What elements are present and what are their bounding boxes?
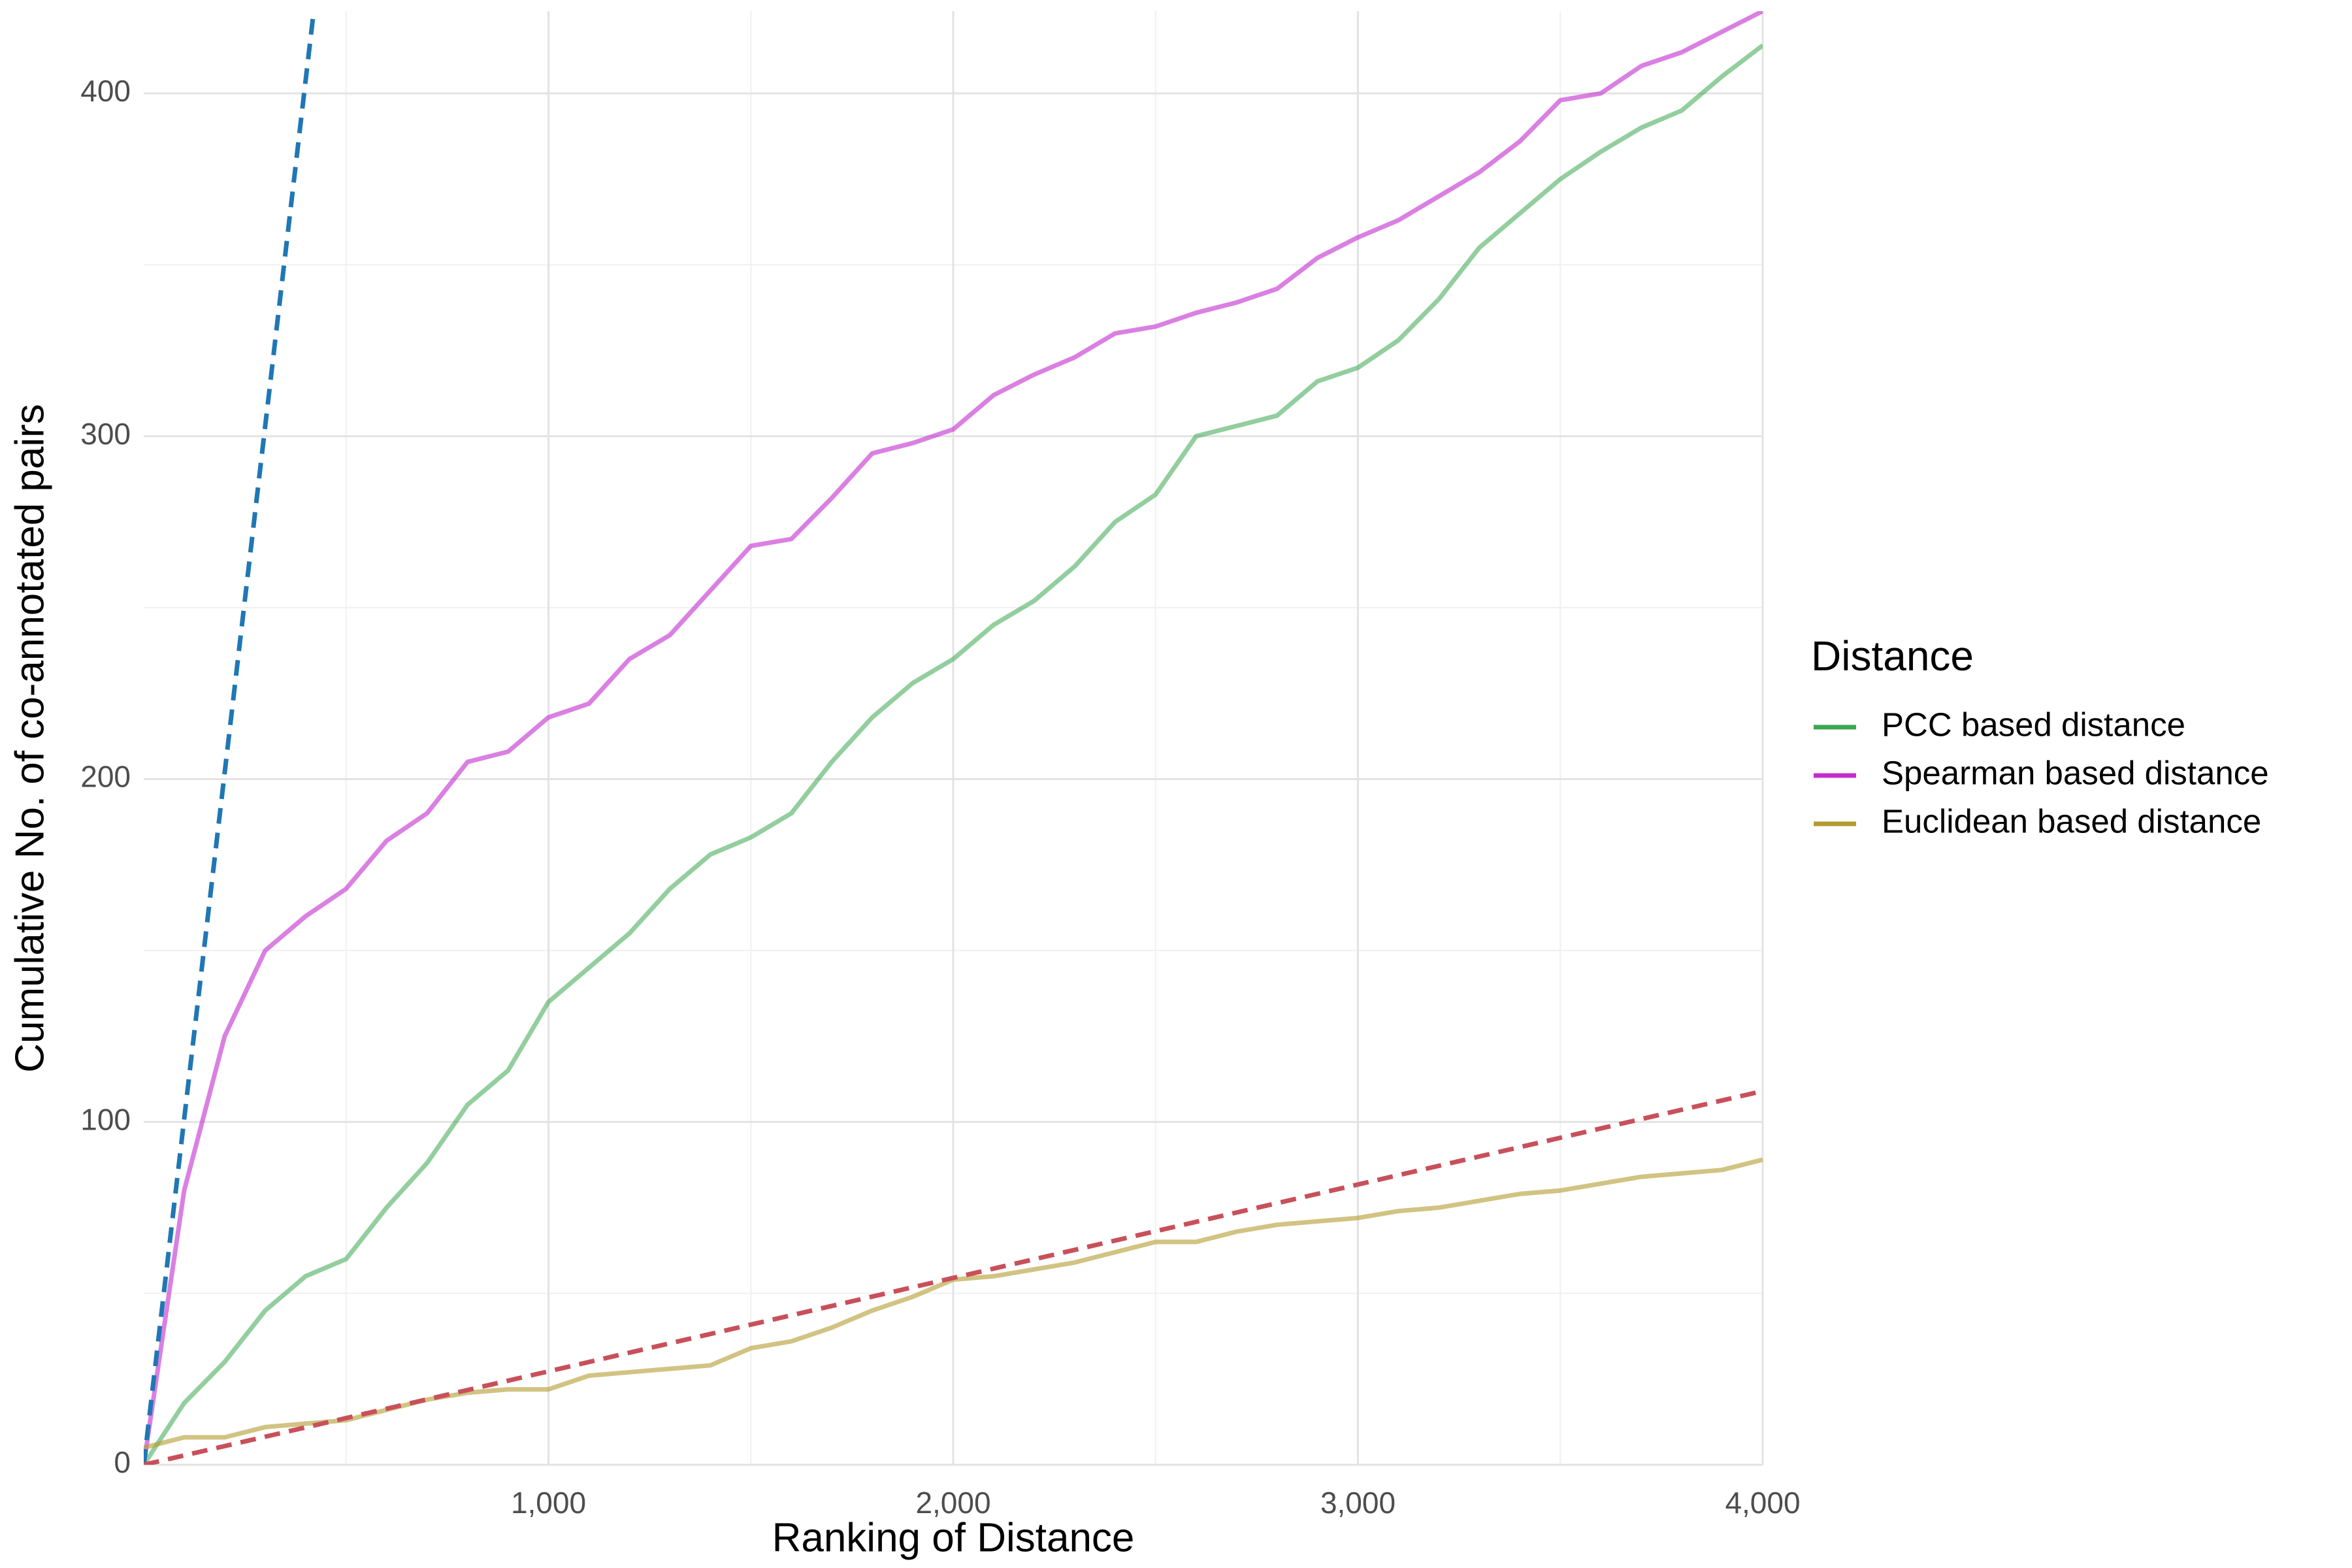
series-line: [144, 43, 1763, 1465]
legend-item: PCC based distance: [1814, 706, 2185, 743]
x-tick-label: 1,000: [511, 1486, 586, 1520]
x-tick-label: 3,000: [1320, 1486, 1396, 1520]
y-tick-label: 200: [80, 760, 131, 794]
grid: [144, 11, 1764, 1466]
series-line: [144, 11, 1763, 1465]
y-tick-label: 400: [80, 74, 131, 108]
reference-line: [144, 11, 316, 1465]
reference-line: [144, 1088, 1763, 1465]
x-axis-title: Ranking of Distance: [772, 1515, 1135, 1560]
y-axis-title: Cumulative No. of co-annotated pairs: [7, 404, 52, 1073]
legend-label: PCC based distance: [1882, 706, 2185, 743]
y-tick-label: 300: [80, 417, 131, 451]
legend-title: Distance: [1811, 632, 1974, 679]
x-tick-label: 4,000: [1725, 1486, 1800, 1520]
legend-label: Spearman based distance: [1882, 754, 2269, 791]
legend-item: Spearman based distance: [1814, 754, 2269, 791]
legend-label: Euclidean based distance: [1882, 802, 2261, 840]
y-tick-label: 0: [114, 1445, 131, 1479]
plot-area: [144, 11, 1763, 1465]
x-tick-label: 2,000: [915, 1486, 990, 1520]
y-tick-label: 100: [80, 1102, 131, 1136]
legend-item: Euclidean based distance: [1814, 802, 2261, 840]
